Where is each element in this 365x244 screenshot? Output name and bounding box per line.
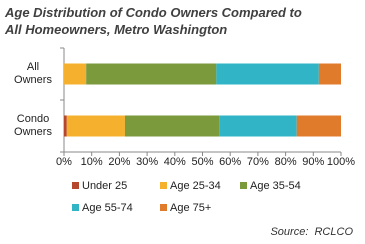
- bar-segment: [216, 63, 319, 85]
- bar-segment: [219, 115, 297, 137]
- x-tick-label: 40%: [164, 156, 186, 168]
- legend-swatch: [72, 204, 79, 211]
- legend-swatch: [160, 204, 167, 211]
- chart-title: Age Distribution of Condo Owners Compare…: [5, 5, 302, 37]
- legend-label: Age 35-54: [250, 180, 301, 192]
- bar-segment: [318, 63, 341, 85]
- x-tick-label: 100%: [327, 156, 355, 168]
- source: Source: RCLCO: [270, 226, 353, 238]
- y-tick-label: All Owners: [14, 61, 52, 86]
- x-tick-label: 10%: [81, 156, 103, 168]
- bar-segment: [64, 115, 67, 137]
- x-tick-label: 50%: [191, 156, 213, 168]
- legend-swatch: [160, 182, 167, 189]
- legend-swatch: [240, 182, 247, 189]
- x-tick-label: 20%: [108, 156, 130, 168]
- y-tick-label: Condo Owners: [14, 113, 52, 138]
- x-tick-label: 80%: [275, 156, 297, 168]
- x-tick-label: 90%: [302, 156, 324, 168]
- bar-segment: [124, 115, 220, 137]
- legend-label: Under 25: [82, 180, 127, 192]
- legend-swatch: [72, 182, 79, 189]
- bar-segment: [296, 115, 341, 137]
- bar-segment: [86, 63, 217, 85]
- legend-label: Age 25-34: [170, 180, 221, 192]
- x-tick-label: 30%: [136, 156, 158, 168]
- legend-label: Age 55-74: [82, 202, 133, 214]
- x-tick-label: 0%: [56, 156, 72, 168]
- bar-segment: [66, 115, 125, 137]
- x-tick-label: 70%: [247, 156, 269, 168]
- bar-segment: [64, 63, 87, 85]
- x-tick-label: 60%: [219, 156, 241, 168]
- legend-label: Age 75+: [170, 202, 211, 214]
